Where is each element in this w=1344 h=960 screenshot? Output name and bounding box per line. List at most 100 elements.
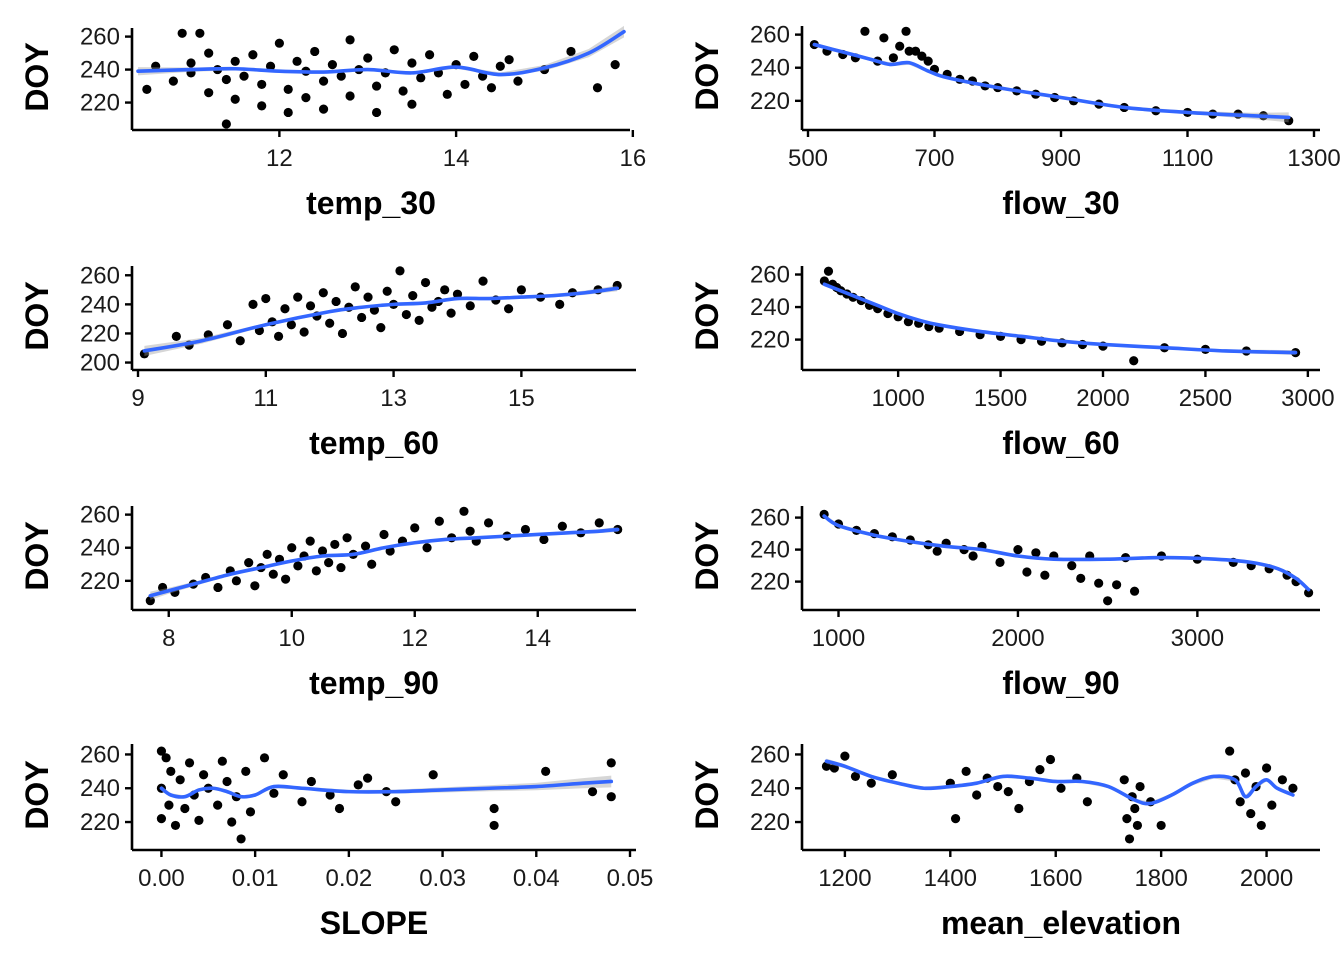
data-point — [1022, 567, 1032, 577]
data-point — [342, 533, 352, 543]
data-point — [866, 778, 876, 788]
data-point — [305, 536, 315, 546]
data-point — [1035, 765, 1045, 775]
data-point — [460, 79, 470, 90]
data-point — [950, 814, 961, 824]
x-tick-label: 16 — [619, 145, 646, 172]
x-tick-label: 12 — [266, 145, 293, 172]
data-point — [427, 302, 437, 312]
data-point — [961, 766, 971, 776]
data-point — [318, 288, 328, 298]
y-tick-label: 240 — [750, 55, 790, 82]
data-point — [489, 803, 499, 814]
data-point — [311, 566, 321, 576]
x-tick-label: 1000 — [812, 625, 865, 652]
data-point — [483, 518, 494, 528]
data-point — [158, 582, 168, 593]
y-tick-label: 260 — [80, 262, 120, 289]
data-point — [222, 320, 233, 330]
y-tick-label: 220 — [750, 88, 790, 115]
data-point — [917, 51, 927, 61]
data-point — [337, 328, 348, 339]
data-point — [541, 766, 551, 776]
data-point — [283, 107, 293, 118]
data-point — [401, 309, 411, 320]
data-point — [414, 315, 424, 325]
x-tick-label: 12 — [401, 625, 428, 652]
y-tick-label: 240 — [80, 291, 120, 318]
data-point — [442, 89, 452, 99]
data-point — [407, 99, 417, 109]
data-point — [236, 834, 246, 844]
y-axis-title: DOY — [19, 281, 55, 350]
data-point — [142, 84, 152, 94]
data-point — [1014, 803, 1024, 814]
x-axis-title: flow_60 — [1002, 425, 1119, 461]
data-point — [262, 549, 272, 559]
data-point — [273, 331, 284, 341]
x-tick-label: 0.00 — [138, 865, 185, 892]
data-point — [1076, 573, 1086, 584]
data-point — [395, 266, 405, 276]
data-point — [1235, 797, 1245, 807]
smooth-line — [822, 282, 1298, 355]
data-point — [1067, 561, 1077, 571]
data-point — [1031, 548, 1041, 558]
smooth-line — [812, 42, 1291, 120]
data-point — [465, 301, 475, 311]
y-tick-label: 200 — [80, 350, 120, 377]
data-point — [363, 773, 373, 783]
data-point — [610, 60, 620, 70]
data-point — [1246, 808, 1256, 819]
data-point — [345, 35, 355, 45]
data-point — [1045, 754, 1056, 765]
x-tick-label: 1600 — [1029, 865, 1082, 892]
data-point — [161, 753, 171, 763]
x-axis-title: flow_30 — [1002, 185, 1119, 221]
data-point — [932, 546, 942, 556]
data-point — [821, 761, 832, 771]
data-point — [555, 299, 565, 309]
data-point — [398, 86, 408, 96]
x-axis-title: temp_30 — [306, 185, 436, 221]
data-point — [151, 61, 161, 71]
data-point — [1304, 588, 1314, 598]
x-axis-title: temp_60 — [309, 425, 439, 461]
x-tick-label: 9 — [131, 385, 144, 412]
data-point — [1256, 820, 1266, 831]
data-point — [371, 81, 382, 91]
data-point — [420, 277, 431, 288]
data-point — [257, 101, 267, 111]
smooth-line — [148, 527, 620, 598]
y-tick-label: 220 — [80, 809, 120, 836]
x-axis-title: mean_elevation — [941, 905, 1181, 941]
data-point — [408, 291, 418, 301]
data-point — [904, 46, 914, 56]
panel-flow_90: 1000 2000 3000 220 240 260 flow_90 DOY — [689, 505, 1320, 701]
data-point — [486, 83, 497, 93]
data-point — [440, 285, 450, 295]
data-point — [1225, 746, 1235, 756]
x-tick-label: 15 — [508, 385, 535, 412]
data-point — [1013, 545, 1023, 555]
data-point — [968, 551, 978, 561]
data-point — [293, 561, 303, 571]
data-point — [1003, 787, 1013, 797]
x-tick-label: 8 — [162, 625, 175, 652]
y-axis-title: DOY — [19, 760, 55, 829]
data-point — [261, 293, 271, 304]
data-point — [345, 91, 355, 101]
data-point — [213, 582, 223, 593]
data-point — [379, 529, 389, 540]
data-point — [297, 797, 307, 807]
data-point — [520, 524, 531, 535]
data-point — [879, 33, 889, 43]
data-point — [334, 803, 345, 814]
y-tick-label: 240 — [80, 535, 120, 562]
data-point — [248, 50, 258, 60]
data-point — [145, 596, 155, 606]
x-tick-label: 1200 — [818, 865, 871, 892]
data-point — [301, 93, 311, 103]
data-point — [1135, 781, 1145, 792]
data-point — [199, 770, 209, 780]
